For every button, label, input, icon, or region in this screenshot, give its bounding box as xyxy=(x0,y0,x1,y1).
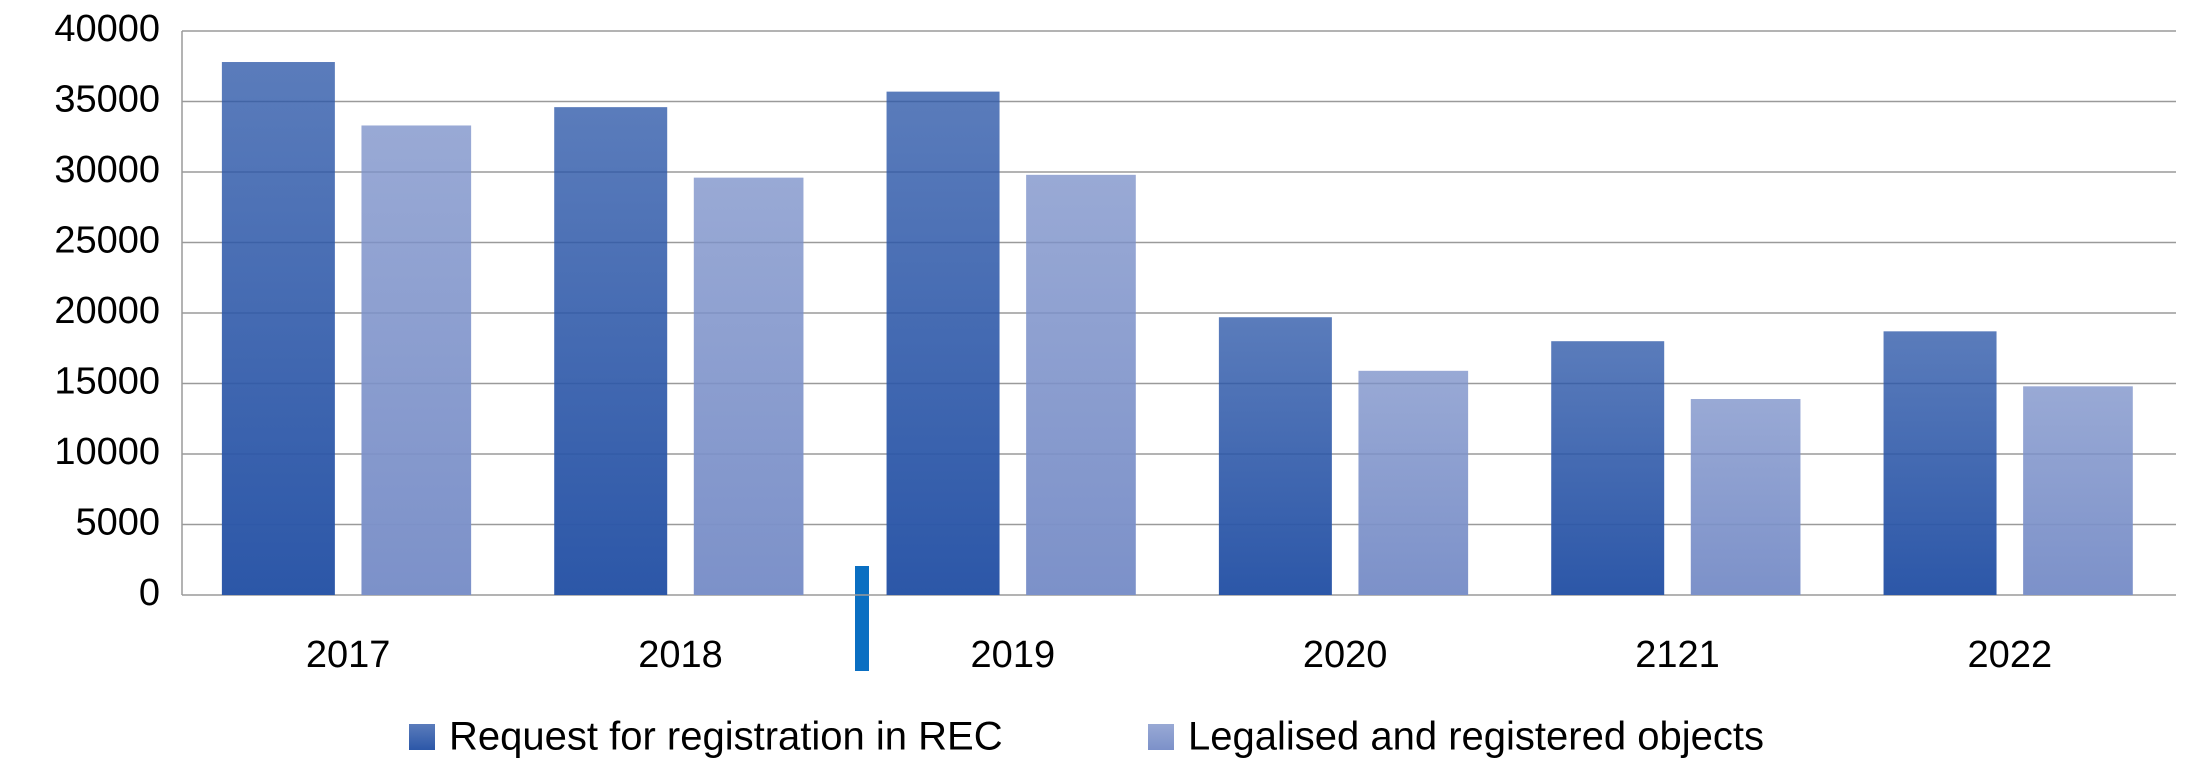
y-tick-label: 0 xyxy=(139,572,160,614)
bar xyxy=(1690,399,1801,595)
x-tick-label: 2019 xyxy=(971,634,1056,676)
x-tick-label: 2017 xyxy=(306,634,391,676)
bar xyxy=(886,91,1000,595)
bar xyxy=(1551,341,1665,595)
x-tick-label: 2022 xyxy=(1968,634,2053,676)
y-tick-label: 35000 xyxy=(54,79,160,121)
bar xyxy=(1026,174,1136,595)
bar xyxy=(1218,317,1332,595)
cursor-marker xyxy=(855,566,869,671)
x-tick-label: 2020 xyxy=(1303,634,1388,676)
bar xyxy=(1358,370,1469,595)
y-tick-label: 5000 xyxy=(75,502,160,544)
y-tick-label: 40000 xyxy=(54,8,160,50)
bar xyxy=(361,125,472,595)
x-tick-label: 2018 xyxy=(638,634,723,676)
bar xyxy=(1883,331,1997,595)
legend-swatch xyxy=(1148,724,1174,750)
bar xyxy=(221,62,335,595)
y-tick-label: 15000 xyxy=(54,361,160,403)
y-tick-label: 10000 xyxy=(54,431,160,473)
y-tick-label: 30000 xyxy=(54,149,160,191)
y-tick-label: 25000 xyxy=(54,220,160,262)
bar xyxy=(693,177,804,595)
legend-swatch xyxy=(409,724,435,750)
bar xyxy=(2023,386,2133,595)
legend-label: Legalised and registered objects xyxy=(1188,715,1764,759)
x-tick-label: 2121 xyxy=(1635,634,1720,676)
bar xyxy=(554,107,668,595)
legend-label: Request for registration in REC xyxy=(449,715,1003,759)
y-tick-label: 20000 xyxy=(54,290,160,332)
